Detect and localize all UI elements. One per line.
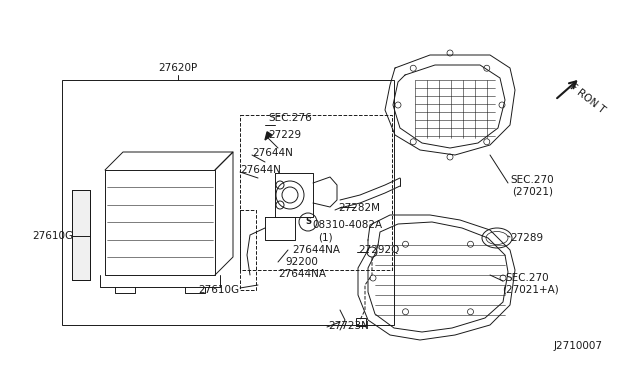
Text: 27644NA: 27644NA: [292, 245, 340, 255]
Circle shape: [467, 241, 474, 247]
Bar: [240, 115, 392, 270]
Text: 27610G: 27610G: [32, 231, 73, 241]
Text: F RON T: F RON T: [568, 81, 607, 115]
Text: (27021+A): (27021+A): [502, 285, 559, 295]
Circle shape: [499, 102, 505, 108]
Bar: [72, 190, 90, 280]
Ellipse shape: [482, 228, 512, 248]
Circle shape: [395, 102, 401, 108]
Bar: [62, 80, 394, 325]
Circle shape: [484, 139, 490, 145]
Text: J2710007: J2710007: [554, 341, 603, 351]
Text: 27644NA: 27644NA: [278, 269, 326, 279]
Bar: [240, 210, 256, 290]
Text: 27289: 27289: [510, 233, 543, 243]
Circle shape: [299, 213, 317, 231]
Text: S: S: [305, 218, 311, 227]
Text: 27723N: 27723N: [328, 321, 369, 331]
Circle shape: [467, 309, 474, 315]
Text: (1): (1): [318, 232, 333, 242]
Text: SEC.270: SEC.270: [505, 273, 548, 283]
Circle shape: [410, 65, 416, 71]
Text: SEC.270: SEC.270: [510, 175, 554, 185]
Circle shape: [370, 275, 376, 281]
Polygon shape: [265, 132, 272, 140]
Circle shape: [447, 50, 453, 56]
Text: SEC.276: SEC.276: [268, 113, 312, 123]
Bar: [356, 318, 366, 326]
Text: 27610G: 27610G: [198, 285, 239, 295]
Text: 92200: 92200: [285, 257, 318, 267]
Text: 27620P: 27620P: [158, 63, 198, 73]
Circle shape: [403, 241, 408, 247]
Text: 27282M: 27282M: [338, 203, 380, 213]
Text: 27292Q: 27292Q: [358, 245, 399, 255]
Circle shape: [403, 309, 408, 315]
Text: 27644N: 27644N: [252, 148, 293, 158]
Circle shape: [447, 154, 453, 160]
Bar: [72, 190, 90, 280]
Circle shape: [500, 275, 506, 281]
Text: 08310-4082A: 08310-4082A: [312, 220, 382, 230]
Text: 27644N: 27644N: [240, 165, 281, 175]
Text: (27021): (27021): [512, 187, 553, 197]
Circle shape: [484, 65, 490, 71]
Circle shape: [410, 139, 416, 145]
Text: 27229: 27229: [268, 130, 301, 140]
